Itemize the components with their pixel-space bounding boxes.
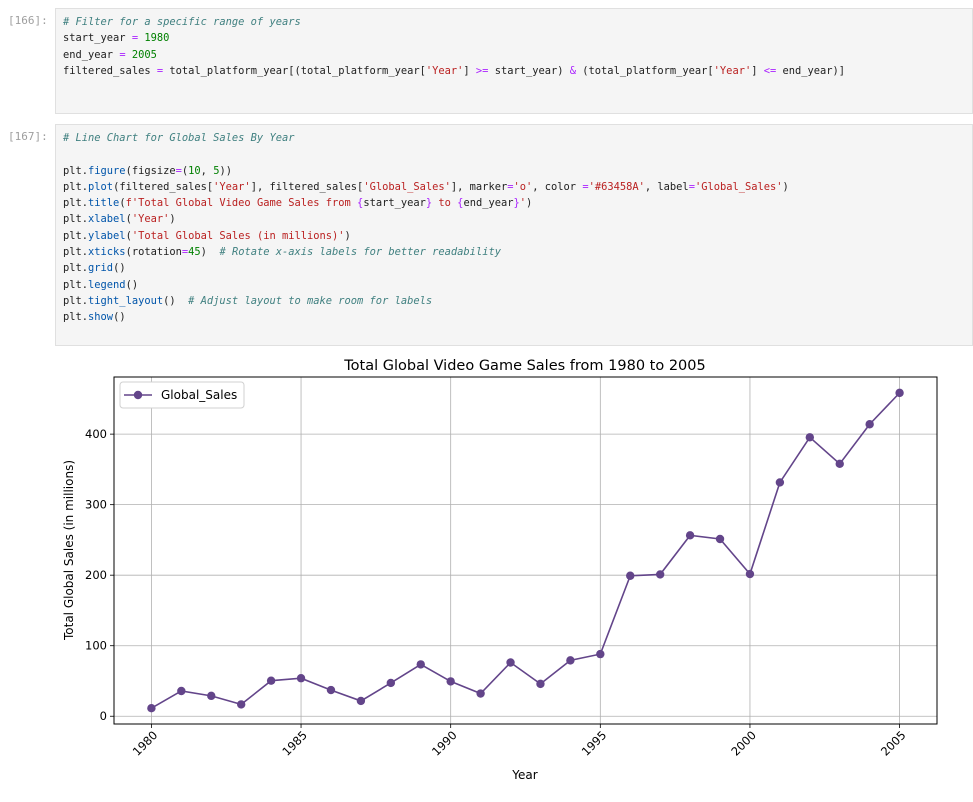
data-point — [655, 570, 665, 579]
data-point — [715, 534, 725, 544]
series-line — [151, 392, 901, 709]
code-editor[interactable]: # Filter for a specific range of years st… — [55, 8, 973, 114]
code-line: plt.tight_layout() # Adjust layout to ma… — [63, 294, 433, 307]
series-global-sales — [147, 388, 904, 713]
x-tick-label: 1995 — [579, 728, 610, 759]
plot-frame — [113, 376, 938, 725]
code-line: plt.show() — [63, 311, 126, 324]
code-line — [63, 146, 789, 162]
y-axis-label: Total Global Sales (in millions) — [62, 460, 76, 641]
code-line: filtered_sales = total_platform_year[(to… — [63, 64, 846, 77]
code-text[interactable]: # Filter for a specific range of years st… — [63, 14, 845, 79]
x-tick-label: 1990 — [429, 728, 460, 759]
data-point — [296, 674, 306, 683]
data-point — [236, 700, 246, 709]
legend-marker — [133, 390, 143, 400]
code-editor[interactable]: # Line Chart for Global Sales By Year pl… — [55, 124, 973, 346]
data-point — [775, 478, 785, 487]
code-line: plt.xlabel('Year') — [63, 213, 176, 226]
x-tick-label: 1980 — [130, 728, 161, 759]
y-tick-label: 0 — [100, 709, 107, 723]
data-point — [895, 388, 904, 398]
y-tick-label: 200 — [85, 568, 107, 582]
data-point — [626, 571, 635, 580]
cell-prompt: [167]: — [8, 130, 48, 143]
data-point — [416, 660, 425, 669]
data-point — [566, 656, 575, 665]
data-point — [356, 696, 366, 706]
code-line: plt.xticks(rotation=45) # Rotate x-axis … — [63, 246, 501, 259]
legend: Global_Sales — [119, 381, 245, 409]
cell-output: 1980 1985 1990 1995 2000 2005 0 100 200 300 400 To… — [55, 348, 973, 798]
data-point — [745, 569, 755, 579]
chart-title: Total Global Video Game Sales from 1980 … — [343, 358, 705, 374]
code-cell-166: [166]: # Filter for a specific range of … — [0, 8, 973, 114]
data-point — [147, 704, 156, 713]
y-tick-label: 100 — [85, 639, 107, 653]
data-point — [865, 420, 874, 429]
grid — [114, 377, 937, 724]
line-chart: 1980 1985 1990 1995 2000 2005 0 100 200 300 400 To… — [62, 358, 938, 782]
data-point — [685, 531, 695, 540]
x-tick-label: 2000 — [728, 728, 759, 759]
data-point — [805, 433, 815, 442]
code-cell-167: [167]: # Line Chart for Global Sales By … — [0, 124, 973, 346]
code-line: # Line Chart for Global Sales By Year — [63, 132, 295, 144]
code-line: start_year = 1980 — [63, 32, 170, 45]
data-point — [386, 678, 396, 688]
cell-prompt: [166]: — [8, 14, 48, 27]
y-tick-label: 300 — [85, 498, 107, 512]
legend-box — [119, 381, 245, 409]
data-point — [536, 679, 545, 689]
x-axis-label: Year — [511, 768, 537, 782]
x-tick-label: 1985 — [279, 728, 310, 759]
data-point — [596, 649, 605, 659]
data-point — [326, 685, 336, 695]
code-line: plt.grid() — [63, 262, 126, 275]
code-line: plt.legend() — [63, 278, 139, 291]
data-point — [266, 676, 276, 685]
data-point — [476, 689, 485, 698]
code-line: plt.title(f'Total Global Video Game Sale… — [63, 197, 533, 210]
code-line: end_year = 2005 — [63, 48, 157, 61]
data-point — [835, 459, 844, 469]
code-text[interactable]: # Line Chart for Global Sales By Year pl… — [63, 130, 789, 326]
x-tick-label: 2005 — [878, 728, 909, 759]
plot-area — [114, 377, 937, 724]
data-point — [207, 691, 216, 701]
y-tick-label: 400 — [85, 427, 107, 441]
code-line: plt.ylabel('Total Global Sales (in milli… — [63, 229, 351, 242]
code-line: # Filter for a specific range of years — [63, 16, 301, 28]
data-point — [177, 686, 186, 696]
legend-label: Global_Sales — [161, 388, 237, 402]
data-point — [506, 658, 515, 667]
code-line: plt.figure(figsize=(10, 5)) — [63, 164, 232, 177]
code-line: plt.plot(filtered_sales['Year'], filtere… — [63, 180, 789, 193]
data-point — [446, 677, 455, 686]
